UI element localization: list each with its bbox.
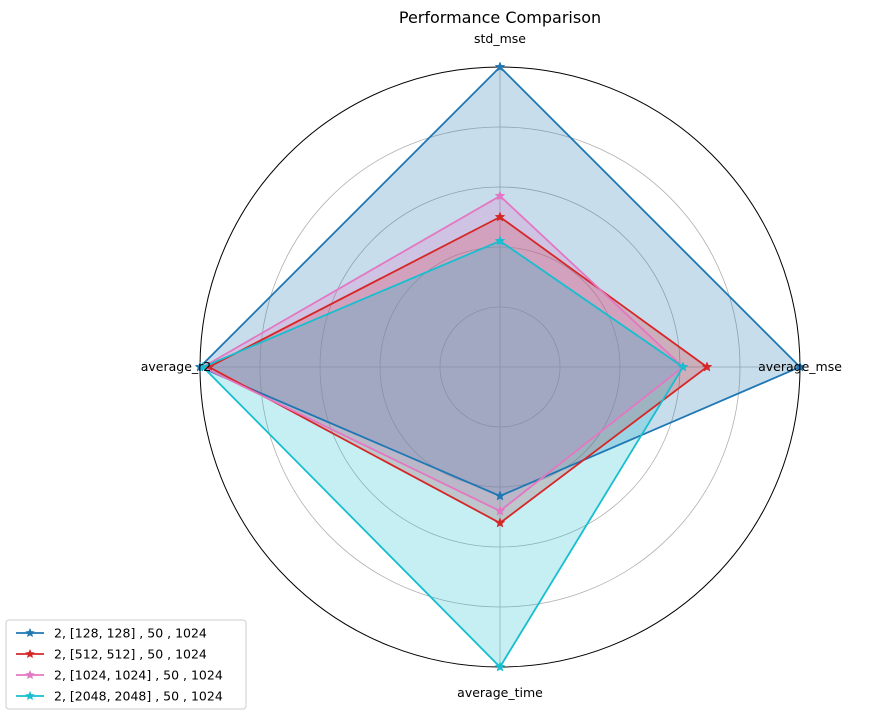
series-fill (203, 241, 683, 667)
legend-marker (25, 627, 35, 638)
data-point-marker (494, 190, 506, 201)
legend-label: 2, [128, 128] , 50 , 1024 (54, 626, 207, 641)
chart-title: Performance Comparison (399, 8, 601, 27)
legend: 2, [128, 128] , 50 , 1024 2, [512, 512] … (5, 619, 247, 710)
legend-marker (25, 669, 35, 680)
series-layer (194, 61, 806, 672)
legend-marker (25, 648, 35, 659)
data-point-marker (494, 235, 506, 246)
data-point-marker (494, 661, 506, 672)
series-fill (200, 67, 800, 496)
legend-label: 2, [1024, 1024] , 50 , 1024 (54, 668, 223, 683)
axis-label-average-mse: average_mse (758, 359, 842, 374)
data-point-marker (494, 61, 506, 72)
data-point-marker (794, 361, 806, 372)
data-point-marker (494, 505, 506, 516)
data-point-marker (494, 517, 506, 528)
data-point-marker (677, 361, 689, 372)
axis-label-std-mse: std_mse (474, 31, 526, 46)
axis-label-average-time: average_time (457, 685, 543, 700)
data-point-marker (494, 211, 506, 222)
data-point-marker (701, 361, 713, 372)
series-fill (203, 196, 683, 511)
data-point-marker (494, 490, 506, 501)
legend-marker (25, 690, 35, 701)
data-point-marker (197, 361, 209, 372)
axis-label-average-r2: average_r2 (141, 359, 212, 374)
legend-box (5, 619, 247, 710)
legend-label: 2, [2048, 2048] , 50 , 1024 (54, 689, 223, 704)
legend-label: 2, [512, 512] , 50 , 1024 (54, 647, 207, 662)
